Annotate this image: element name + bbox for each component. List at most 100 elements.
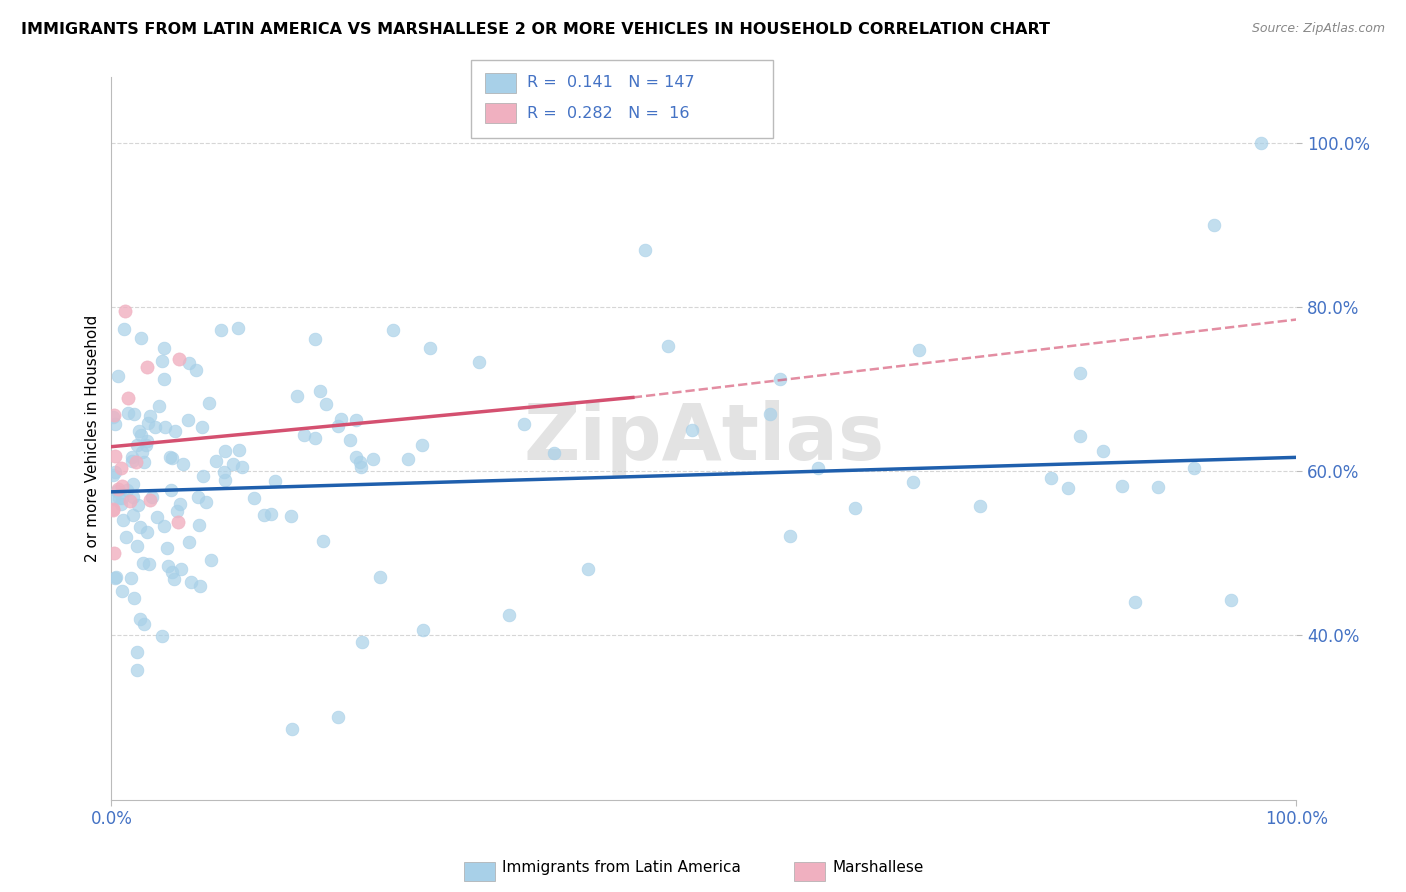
Point [104,571,127,585]
Point [326,710,349,724]
Point [118,493,141,508]
Point [350,634,373,648]
Point [129,612,152,626]
Point [110,497,132,511]
Point [779,529,801,543]
Point [253,508,276,522]
Point [122,477,145,491]
Point [115,530,138,544]
Point [382,323,405,337]
Point [368,570,391,584]
Point [131,445,153,459]
Point [657,339,679,353]
Y-axis label: 2 or more Vehicles in Household: 2 or more Vehicles in Household [86,315,100,562]
Point [122,490,145,504]
Point [111,479,134,493]
Point [344,450,367,464]
Point [159,450,181,464]
Point [134,617,156,632]
Point [180,574,202,589]
Text: Source: ZipAtlas.com: Source: ZipAtlas.com [1251,22,1385,36]
Point [412,623,434,637]
Point [172,458,194,472]
Point [228,442,250,457]
Point [153,342,176,356]
Point [844,501,866,516]
Point [197,396,219,410]
Point [411,438,433,452]
Point [226,321,249,335]
Point [107,368,129,383]
Point [135,438,157,452]
Point [160,483,183,497]
Point [141,490,163,504]
Point [513,417,536,432]
Point [167,515,190,529]
Text: Marshallese: Marshallese [832,860,924,874]
Point [117,406,139,420]
Point [1125,595,1147,609]
Point [103,408,125,422]
Point [112,322,135,336]
Point [138,492,160,507]
Point [122,508,145,522]
Point [1146,480,1168,494]
Point [969,499,991,513]
Point [104,450,127,464]
Point [315,397,337,411]
Point [191,420,214,434]
Point [110,583,132,598]
Point [176,413,198,427]
Point [807,461,830,475]
Point [1182,461,1205,475]
Point [167,351,190,366]
Point [280,509,302,524]
Point [1092,444,1115,458]
Point [107,482,129,496]
Point [166,504,188,518]
Point [155,419,177,434]
Point [231,459,253,474]
Point [329,412,352,426]
Point [117,391,139,405]
Point [468,354,491,368]
Text: ZipAtlas: ZipAtlas [523,401,884,476]
Point [114,304,136,318]
Point [260,508,283,522]
Point [156,559,179,574]
Point [156,541,179,555]
Point [122,591,145,605]
Point [543,446,565,460]
Point [111,491,134,505]
Point [134,455,156,469]
Point [326,418,349,433]
Point [104,465,127,479]
Point [419,341,441,355]
Point [125,645,148,659]
Point [101,503,124,517]
Point [163,572,186,586]
Point [1220,592,1243,607]
Point [901,475,924,489]
Point [195,495,218,509]
Point [177,535,200,549]
Point [304,430,326,444]
Point [127,539,149,553]
Point [263,475,285,489]
Point [188,517,211,532]
Point [1040,471,1063,485]
Text: R =  0.282   N =  16: R = 0.282 N = 16 [527,106,690,120]
Point [105,570,128,584]
Point [104,417,127,431]
Point [129,520,152,534]
Point [222,458,245,472]
Point [122,408,145,422]
Point [165,424,187,438]
Point [205,454,228,468]
Point [312,534,335,549]
Point [143,420,166,434]
Point [125,664,148,678]
Point [127,499,149,513]
Point [135,525,157,540]
Point [148,399,170,413]
